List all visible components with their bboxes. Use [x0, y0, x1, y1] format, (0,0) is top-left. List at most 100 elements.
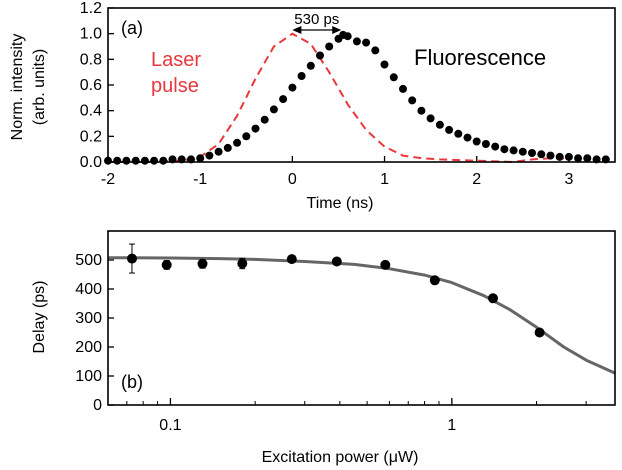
fluorescence-point: [528, 149, 536, 157]
fluorescence-point: [546, 151, 555, 160]
panel-a-ticks: -2 -1 0 1 2 3 0.0 0.2 0.4 0.6 0.8 1.0 1.2: [80, 0, 574, 188]
fluorescence-point: [131, 156, 140, 165]
delay-point: [331, 256, 342, 267]
delay-point: [488, 293, 498, 304]
panel-a-x-tick-label: 3: [564, 171, 573, 188]
delay-point: [534, 327, 545, 338]
delay-point: [429, 275, 440, 286]
fluorescence-point: [380, 60, 389, 69]
panel-b-series: [107, 243, 616, 375]
fluorescence-label: Fluorescence: [414, 45, 546, 70]
fluorescence-point: [306, 61, 315, 70]
fluorescence-point: [223, 143, 232, 152]
fluorescence-point: [297, 72, 306, 80]
fluorescence-point: [537, 150, 546, 159]
fluorescence-point: [122, 156, 131, 165]
panel-a-x-tick-label: 1: [380, 171, 389, 188]
panel-a-y-tick-label: 0.0: [80, 154, 102, 171]
fluorescence-point: [159, 156, 168, 165]
fluorescence-point: [242, 132, 251, 141]
fluorescence-point: [140, 156, 149, 165]
delay-arrowhead-right: [332, 26, 342, 34]
fluorescence-point: [196, 154, 205, 163]
panel-b-y-tick-label: 0: [93, 397, 102, 414]
fluorescence-point: [113, 156, 122, 165]
fluorescence-point: [435, 120, 444, 129]
fluorescence-point: [472, 137, 481, 146]
panel-a-y-tick-label: 0.8: [80, 51, 102, 68]
panel-b: 0.1 1 0 100 200 300 400 500 (b) Excitation powe…: [31, 230, 616, 466]
panel-a-y-tick-label: 1.2: [80, 0, 102, 17]
panel-a-y-tick-label: 1.0: [80, 26, 102, 43]
panel-a-label: (a): [121, 18, 143, 38]
delay-label: 530 ps: [294, 11, 339, 28]
laser-pulse-label-line2: pulse: [151, 75, 199, 97]
fluorescence-point: [389, 73, 398, 82]
fluorescence-point: [325, 42, 334, 51]
fluorescence-point: [362, 38, 371, 47]
fluorescence-point: [343, 32, 352, 41]
fluorescence-point: [583, 154, 592, 163]
fluorescence-point: [260, 115, 269, 124]
delay-point: [380, 259, 391, 270]
delay-arrowhead-left: [292, 26, 302, 34]
panel-b-ticks: 0.1 1 0 100 200 300 400 500: [75, 252, 587, 434]
delay-point: [237, 258, 248, 269]
panel-a-x-tick-label: -1: [193, 171, 207, 188]
panel-a-x-tick-label: -2: [101, 171, 115, 188]
panel-a-y-tick-label: 0.6: [80, 77, 102, 94]
fluorescence-point: [518, 147, 527, 156]
fluorescence-point: [417, 106, 426, 115]
fluorescence-point: [150, 156, 159, 165]
panel-b-y-axis-label: Delay (ps): [31, 281, 48, 354]
fluorescence-point: [316, 51, 324, 60]
panel-a-y-tick-label: 0.2: [80, 128, 102, 145]
fluorescence-point: [574, 154, 583, 163]
panel-a-plot-frame: [107, 7, 616, 163]
fluorescence-point: [555, 152, 564, 161]
delay-point: [127, 253, 137, 264]
panel-a-x-tick-label: 0: [288, 171, 297, 188]
fluorescence-point: [214, 147, 223, 156]
panel-a-x-tick-label: 2: [472, 171, 481, 188]
panel-b-label: (b): [121, 372, 143, 392]
fluorescence-point: [279, 95, 288, 104]
fluorescence-point: [251, 124, 260, 133]
fluorescence-point: [288, 83, 297, 92]
fluorescence-point: [463, 133, 472, 142]
fit-curve: [107, 256, 616, 375]
fluorescence-point: [564, 152, 573, 161]
delay-point: [197, 258, 208, 269]
fluorescence-point: [491, 142, 500, 151]
delay-point: [161, 259, 172, 270]
fluorescence-point: [233, 138, 242, 147]
fluorescence-point: [426, 114, 435, 123]
fluorescence-point: [269, 105, 278, 114]
fluorescence-point: [445, 125, 454, 134]
panel-b-x-tick-label: 1: [447, 417, 456, 434]
delay-annotation: 530 ps: [292, 11, 342, 34]
panel-a-y-axis-label-line1: Norm. intensity: [9, 34, 26, 141]
fluorescence-point: [509, 146, 518, 155]
panel-b-y-tick-label: 200: [75, 339, 102, 356]
panel-b-plot-frame: [107, 230, 616, 406]
panel-a-y-tick-label: 0.4: [80, 103, 102, 120]
panel-b-x-tick-label: 0.1: [159, 417, 181, 434]
panel-a-y-axis-label-line2: (arb. units): [31, 49, 48, 125]
fluorescence-point: [408, 96, 417, 105]
fluorescence-point: [205, 151, 214, 160]
panel-b-x-axis-label: Excitation power (μW): [262, 449, 419, 466]
panel-a-x-axis-label: Time (ns): [307, 195, 374, 212]
fluorescence-point: [481, 140, 490, 148]
panel-a: -2 -1 0 1 2 3 0.0 0.2 0.4 0.6 0.8 1.0 1.2 (a) 530 ps…: [9, 0, 616, 212]
laser-pulse-label-line1: Laser: [151, 49, 201, 71]
fluorescence-point: [500, 145, 509, 154]
panel-b-y-tick-label: 300: [75, 310, 102, 327]
fluorescence-point: [454, 129, 463, 138]
fluorescence-point: [399, 84, 407, 93]
panel-b-y-tick-label: 500: [75, 252, 102, 269]
fluorescence-point: [371, 46, 380, 55]
fluorescence-point: [352, 37, 361, 46]
panel-b-y-tick-label: 100: [75, 368, 102, 385]
